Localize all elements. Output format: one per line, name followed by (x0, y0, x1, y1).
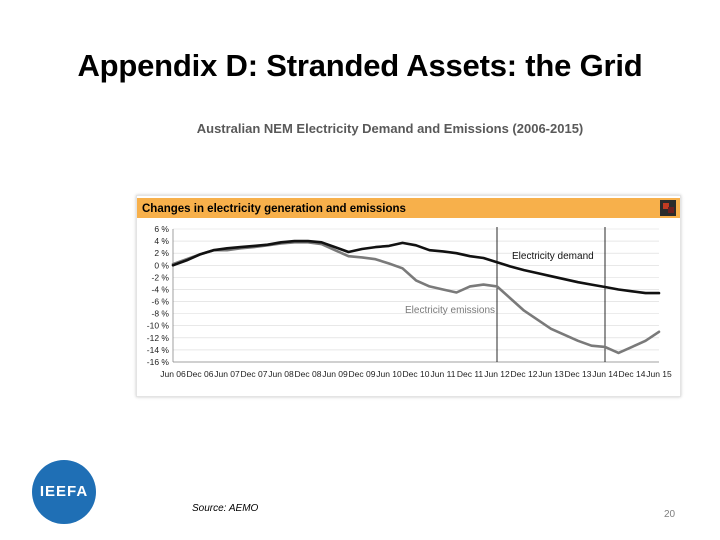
x-tick-label: Dec 14 (619, 369, 646, 379)
y-tick-label: 2 % (154, 248, 169, 258)
reference-lines (496, 227, 606, 362)
ieefa-logo: IEEFA (32, 460, 96, 524)
chart-subtitle: Australian NEM Electricity Demand and Em… (196, 121, 584, 136)
y-tick-label: -8 % (152, 309, 170, 319)
x-tick-label: Jun 06 (160, 369, 186, 379)
y-tick-label: 0 % (154, 260, 169, 270)
line-chart: Changes in electricity generation and em… (137, 198, 680, 379)
x-tick-label: Jun 08 (268, 369, 294, 379)
x-tick-label: Jun 13 (538, 369, 564, 379)
x-tick-label: Jun 07 (214, 369, 240, 379)
grid (172, 228, 659, 363)
chart-title: Changes in electricity generation and em… (142, 203, 406, 215)
chart-header-bar (137, 198, 680, 218)
x-tick-label: Dec 11 (457, 369, 484, 379)
x-axis: Jun 06 Dec 06 Jun 07 Dec 07 Jun 08 Dec 08 Jun … (160, 369, 672, 379)
x-tick-label: Dec 07 (241, 369, 268, 379)
x-tick-label: Dec 13 (565, 369, 592, 379)
x-tick-label: Dec 10 (403, 369, 430, 379)
y-axis: 6 % 4 % 2 % 0 % -2 % -4 % -6 % -8 % -10 % -12 % -1… (147, 224, 170, 367)
y-tick-label: -12 % (147, 333, 170, 343)
x-tick-label: Dec 08 (295, 369, 322, 379)
x-tick-label: Jun 09 (322, 369, 348, 379)
y-tick-label: -10 % (147, 321, 170, 331)
logo-text: IEEFA (39, 483, 89, 500)
x-tick-label: Jun 11 (431, 369, 456, 379)
x-tick-label: Jun 15 (646, 369, 672, 379)
x-tick-label: Jun 14 (592, 369, 618, 379)
series (171, 239, 661, 355)
y-tick-label: -6 % (152, 297, 170, 307)
x-tick-label: Jun 12 (484, 369, 510, 379)
y-tick-label: -14 % (147, 345, 170, 355)
slide-title: Appendix D: Stranded Assets: the Grid (77, 48, 643, 83)
x-tick-label: Dec 12 (511, 369, 538, 379)
header-corner-logo (660, 200, 676, 216)
page-number: 20 (664, 509, 676, 520)
y-tick-label: -2 % (152, 272, 170, 282)
series-label-emissions: Electricity emissions (405, 305, 495, 316)
x-tick-label: Dec 09 (349, 369, 376, 379)
x-tick-label: Dec 06 (187, 369, 214, 379)
chart-frame: Changes in electricity generation and em… (136, 195, 681, 397)
x-tick-label: Jun 10 (376, 369, 402, 379)
y-tick-label: -16 % (147, 357, 170, 367)
y-tick-label: 4 % (154, 236, 169, 246)
series-label-demand: Electricity demand (512, 251, 594, 262)
y-tick-label: -4 % (152, 284, 170, 294)
series-line-demand (171, 239, 661, 295)
source-note: Source: AEMO (192, 503, 259, 514)
y-tick-label: 6 % (154, 224, 169, 234)
